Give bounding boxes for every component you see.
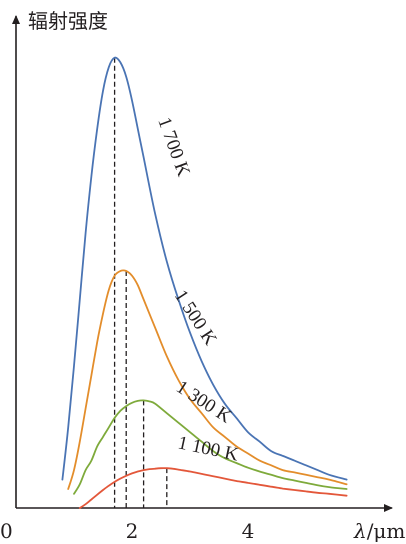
y-axis-label: 辐射强度	[28, 9, 108, 33]
series-line-1	[67, 269, 348, 490]
series-line-3	[78, 467, 348, 509]
series-line-2	[73, 399, 348, 495]
x-axis-label-symbol: λ	[353, 519, 367, 543]
x-tick-label-2: 2	[126, 519, 139, 543]
origin-label: 0	[0, 519, 13, 543]
x-tick-label-4: 4	[242, 519, 255, 543]
x-axis-label: λ/μm	[353, 519, 405, 543]
x-axis-label-unit: /μm	[367, 519, 406, 543]
series-label-1700: 1 700 K	[153, 115, 194, 180]
series-line-0	[61, 56, 348, 481]
series-label-1300: 1 300 K	[172, 377, 235, 428]
series-label-1500: 1 500 K	[170, 286, 221, 349]
series-curves	[61, 56, 348, 509]
series-label-1100: 1 100 K	[176, 432, 241, 465]
peak-markers	[113, 57, 168, 508]
